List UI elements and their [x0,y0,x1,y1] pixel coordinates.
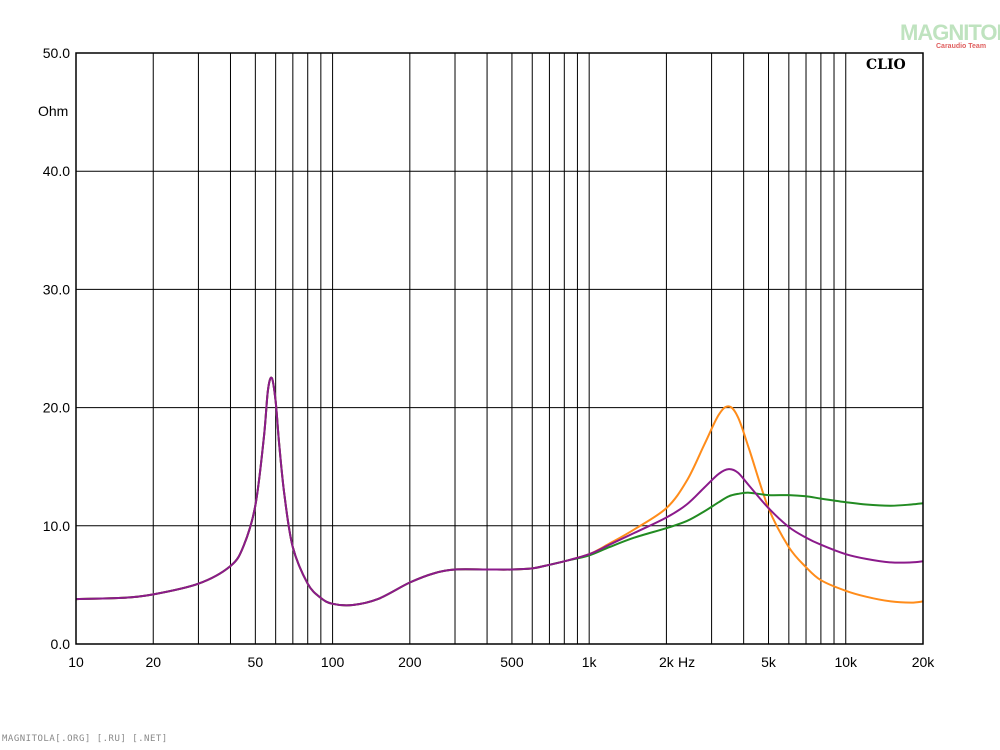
impedance-curve-2 [75,376,924,607]
impedance-curves [75,376,924,607]
x-tick-label: 10 [68,654,84,670]
x-tick-label: 20k [912,654,936,670]
x-unit-label: Hz [678,654,695,670]
x-tick-label: 20 [145,654,161,670]
watermark-sub: Caraudio Team [936,43,986,50]
x-axis-ticks: 10 20 50 100 200 500 1k 2k 5k 10k 20k [68,654,935,670]
impedance-curve-3 [75,376,924,607]
y-tick-label: 10.0 [43,518,70,534]
watermark-name: MAGNITOLA [900,20,1000,45]
x-tick-label: 5k [761,654,777,670]
magnitola-watermark-logo: MAGNITOLA Caraudio Team [900,20,1000,50]
y-tick-label: 30.0 [43,281,70,297]
y-axis-ticks: 0.0 10.0 20.0 30.0 40.0 50.0 [43,45,70,652]
y-tick-label: 40.0 [43,163,70,179]
y-tick-label: 20.0 [43,400,70,416]
y-tick-label: 50.0 [43,45,70,61]
y-tick-label: 0.0 [51,636,71,652]
x-tick-label: 1k [582,654,598,670]
x-tick-label: 10k [834,654,858,670]
footer-text: MAGNITOLA[.ORG] [.RU] [.NET] [2,734,168,744]
clio-brand-label: CLIO [866,57,906,73]
x-tick-label: 100 [321,654,345,670]
plot-frame [75,52,924,645]
x-tick-label: 2k [659,654,675,670]
y-unit-label: Ohm [38,103,68,119]
impedance-curve-1 [75,376,924,607]
x-tick-label: 500 [500,654,524,670]
x-tick-label: 50 [248,654,264,670]
x-tick-label: 200 [398,654,422,670]
